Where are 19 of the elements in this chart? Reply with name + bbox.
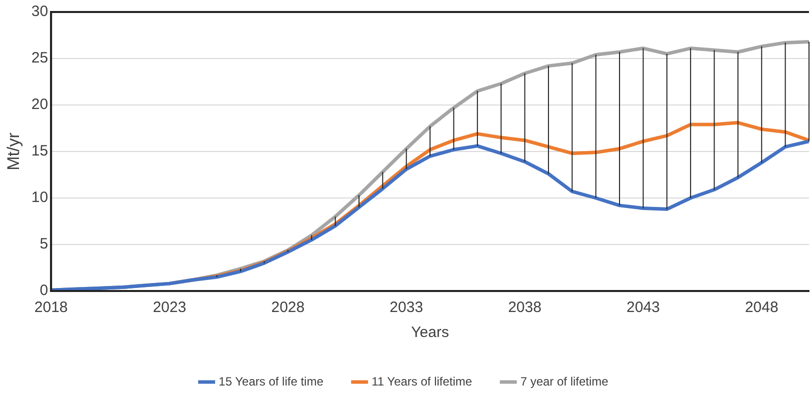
legend-label: 11 Years of lifetime: [372, 374, 472, 388]
y-tick-label: 0: [40, 282, 48, 300]
y-tick-label: 5: [40, 236, 48, 253]
legend-label: 15 Years of life time: [218, 374, 324, 388]
x-tick-label: 2023: [152, 299, 186, 316]
x-tick-label: 2028: [271, 299, 305, 316]
x-tick-label: 2033: [390, 299, 424, 316]
x-tick-label: 2038: [508, 299, 542, 316]
x-axis-title: Years: [411, 324, 449, 342]
legend-label: 7 year of lifetime: [520, 374, 609, 388]
x-tick-label: 2043: [626, 299, 660, 316]
y-axis-title: Mt/yr: [4, 132, 23, 170]
y-tick-label: 20: [31, 96, 48, 114]
y-tick-label: 15: [31, 142, 48, 160]
y-tick-label: 10: [31, 189, 48, 206]
x-tick-label: 2048: [744, 299, 778, 316]
x-tick-label: 2018: [34, 299, 68, 316]
y-tick-label: 30: [31, 3, 48, 20]
y-tick-label: 25: [31, 50, 48, 67]
